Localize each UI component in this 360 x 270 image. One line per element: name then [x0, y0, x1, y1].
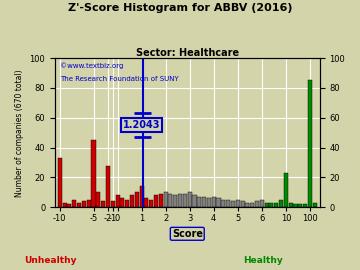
Bar — [265, 203, 269, 207]
Bar — [260, 200, 264, 207]
Bar — [298, 204, 302, 207]
Bar — [303, 204, 307, 207]
Bar — [77, 203, 81, 207]
Bar — [308, 80, 312, 207]
Bar — [168, 194, 172, 207]
Bar — [216, 198, 221, 207]
Bar — [226, 200, 230, 207]
Bar — [202, 197, 206, 207]
Bar — [284, 173, 288, 207]
Bar — [130, 195, 134, 207]
Bar — [221, 200, 225, 207]
Bar — [149, 200, 153, 207]
Bar — [188, 193, 192, 207]
Text: ©www.textbiz.org: ©www.textbiz.org — [60, 63, 124, 69]
Bar — [125, 200, 129, 207]
Bar — [135, 193, 139, 207]
Bar — [246, 203, 249, 207]
Text: Z'-Score Histogram for ABBV (2016): Z'-Score Histogram for ABBV (2016) — [68, 3, 292, 13]
Bar — [250, 203, 254, 207]
Title: Sector: Healthcare: Sector: Healthcare — [136, 48, 239, 58]
Bar — [173, 195, 177, 207]
Bar — [255, 201, 259, 207]
Bar — [82, 201, 86, 207]
Bar — [240, 201, 245, 207]
Bar — [140, 186, 144, 207]
Bar — [163, 193, 168, 207]
Bar — [193, 195, 197, 207]
Bar — [116, 195, 120, 207]
Bar — [58, 158, 62, 207]
Y-axis label: Number of companies (670 total): Number of companies (670 total) — [15, 69, 24, 197]
Bar — [293, 204, 297, 207]
Bar — [279, 200, 283, 207]
Bar — [289, 203, 293, 207]
Bar — [274, 203, 278, 207]
Bar — [63, 203, 67, 207]
Bar — [313, 203, 317, 207]
Bar — [159, 194, 163, 207]
Bar — [212, 197, 216, 207]
Bar — [111, 201, 115, 207]
Bar — [183, 194, 187, 207]
Bar — [154, 195, 158, 207]
Bar — [144, 198, 148, 207]
Text: Unhealthy: Unhealthy — [24, 256, 77, 265]
Bar — [120, 198, 125, 207]
Bar — [96, 193, 100, 207]
Bar — [87, 200, 91, 207]
Bar — [91, 140, 95, 207]
Bar — [101, 201, 105, 207]
Bar — [236, 200, 240, 207]
Bar — [231, 201, 235, 207]
Bar — [67, 204, 72, 207]
Bar — [106, 166, 110, 207]
Text: The Research Foundation of SUNY: The Research Foundation of SUNY — [60, 76, 179, 82]
Bar — [207, 198, 211, 207]
Bar — [197, 197, 201, 207]
Bar — [178, 194, 182, 207]
Bar — [72, 200, 76, 207]
Text: 1.2043: 1.2043 — [123, 120, 160, 130]
Text: Healthy: Healthy — [243, 256, 283, 265]
X-axis label: Score: Score — [172, 229, 203, 239]
Bar — [269, 203, 274, 207]
